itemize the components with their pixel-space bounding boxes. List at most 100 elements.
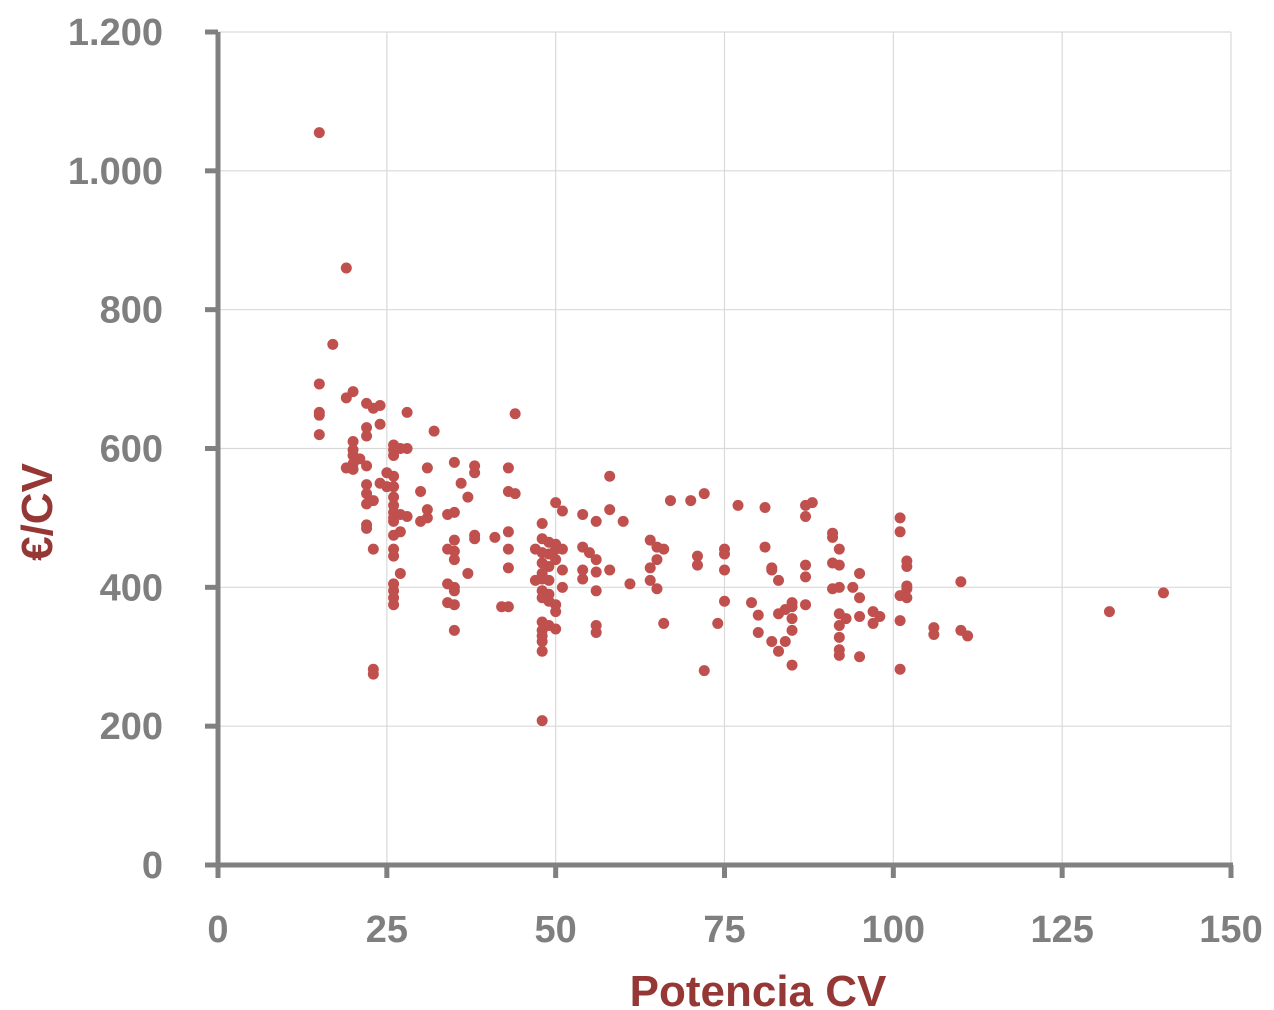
data-point (577, 564, 589, 576)
data-point (340, 262, 352, 274)
data-point (658, 543, 670, 555)
data-point (388, 550, 400, 562)
data-point (462, 491, 474, 503)
data-point (442, 597, 454, 609)
data-point (421, 462, 433, 474)
data-point (644, 562, 656, 574)
x-tick-label: 25 (366, 909, 408, 951)
data-point (590, 554, 602, 566)
data-point (894, 615, 906, 627)
data-point (874, 610, 886, 622)
data-point (448, 624, 460, 636)
data-point (388, 599, 400, 611)
data-point (786, 624, 798, 636)
x-tick-label: 75 (703, 909, 745, 951)
y-tick-label: 200 (100, 706, 163, 748)
data-point (719, 548, 730, 560)
data-point (901, 592, 913, 604)
data-point (529, 574, 541, 586)
data-point (367, 668, 379, 680)
data-point (691, 550, 703, 562)
data-point (766, 564, 778, 576)
data-point (502, 526, 514, 538)
data-point (543, 574, 555, 586)
data-point (894, 512, 906, 524)
data-point (428, 425, 440, 437)
data-point (854, 651, 866, 663)
data-point (833, 559, 845, 571)
data-point (536, 517, 548, 529)
data-point (388, 449, 400, 461)
data-point (313, 127, 325, 139)
y-tick-label: 400 (100, 567, 163, 609)
gridlines (218, 31, 1232, 865)
data-point (867, 617, 879, 629)
data-point (556, 564, 568, 576)
data-point (536, 635, 548, 647)
data-point (361, 460, 373, 472)
data-point (779, 635, 791, 647)
data-point (833, 631, 845, 643)
data-point (313, 409, 325, 421)
data-point (469, 467, 481, 479)
data-point (786, 659, 798, 671)
data-point (577, 573, 589, 585)
data-point (543, 561, 555, 573)
data-point (604, 504, 616, 516)
data-point (766, 635, 778, 647)
data-point (388, 515, 400, 527)
data-point (590, 566, 602, 578)
data-point (773, 645, 785, 657)
data-point (361, 522, 373, 534)
data-point (712, 617, 724, 629)
data-point (806, 497, 818, 509)
data-point (489, 531, 501, 543)
data-point (361, 430, 373, 442)
data-point (442, 508, 454, 520)
data-point (401, 443, 413, 454)
data-point (827, 531, 839, 543)
data-point (340, 392, 352, 404)
data-point (577, 508, 589, 520)
data-point (752, 609, 764, 621)
y-axis-title: €/CV (13, 462, 62, 560)
y-tick-label: 1.200 (68, 12, 163, 54)
data-point (752, 626, 764, 638)
data-points (313, 127, 1169, 727)
data-point (894, 526, 906, 538)
data-point (624, 578, 636, 590)
data-point (833, 620, 845, 632)
data-point (556, 505, 568, 517)
data-point (590, 515, 602, 527)
data-point (759, 502, 771, 514)
y-tick-label: 0 (142, 845, 163, 887)
data-point (455, 477, 467, 489)
data-point (401, 406, 413, 418)
data-point (502, 462, 514, 474)
data-point (313, 429, 325, 441)
data-point (347, 436, 359, 448)
data-point (955, 576, 967, 588)
data-point (327, 338, 339, 350)
data-point (361, 479, 373, 491)
data-point (448, 534, 460, 546)
data-point (833, 649, 845, 661)
data-point (854, 592, 866, 604)
data-point (388, 470, 400, 482)
data-point (347, 463, 359, 475)
tick-labels: 0 200 400 600 800 1.000 1.200 0 25 50 75 100 125 150 (68, 12, 1263, 951)
data-point (421, 504, 433, 516)
data-point (644, 574, 656, 586)
data-point (556, 581, 568, 593)
data-point (502, 562, 514, 574)
data-point (448, 456, 460, 468)
data-point (496, 601, 508, 613)
data-point (901, 561, 913, 573)
data-point (388, 491, 400, 503)
x-tick-label: 0 (207, 909, 228, 951)
data-point (509, 488, 521, 500)
data-point (536, 715, 548, 727)
data-point (928, 629, 940, 641)
